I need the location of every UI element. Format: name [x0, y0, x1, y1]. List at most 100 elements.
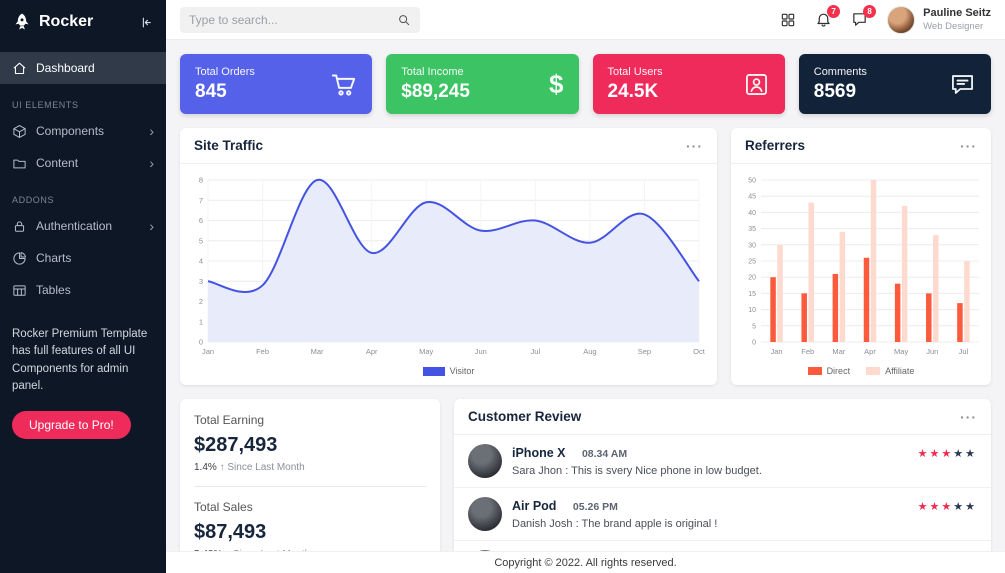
svg-text:35: 35 [748, 226, 756, 233]
search-box [180, 6, 420, 33]
star-rating: ★★★★★ [918, 447, 977, 460]
svg-text:Jan: Jan [771, 347, 783, 356]
svg-text:15: 15 [748, 291, 756, 298]
svg-text:Jun: Jun [926, 347, 938, 356]
main-content: Total Orders 845 Total Income $89,245 $ … [166, 40, 1005, 573]
referrers-chart: 0 5 10 15 20 25 30 35 40 45 50 Jan Feb Mar Apr May Jun Ju… [731, 164, 991, 363]
copyright-text: Copyright © 2022. All rights reserved. [494, 556, 677, 569]
svg-text:8: 8 [199, 176, 203, 185]
svg-text:10: 10 [748, 307, 756, 314]
user-role: Web Designer [923, 20, 984, 32]
stat-card-total-orders: Total Orders 845 [180, 54, 373, 114]
sidebar-collapse-icon[interactable] [139, 15, 154, 30]
referrers-title: Referrers [745, 138, 806, 153]
sidebar-item-label: Components [36, 124, 105, 138]
svg-text:25: 25 [748, 259, 756, 266]
star-icon: ★ [953, 501, 966, 513]
svg-text:1: 1 [199, 317, 203, 326]
review-time: 08.34 AM [581, 448, 628, 460]
more-menu-icon[interactable]: ··· [686, 137, 703, 154]
charts-row: Site Traffic ··· 0 1 2 3 4 5 6 7 8 Jan Feb Mar Apr Ma… [180, 128, 991, 385]
topbar: 7 8 Pauline Seitz Web Designer [166, 0, 1005, 40]
customer-review-card: Customer Review ··· iPhone X 08.34 AM Sa… [454, 399, 991, 573]
svg-text:Apr: Apr [366, 347, 378, 356]
notifications-bell-icon[interactable]: 7 [815, 5, 841, 28]
svg-text:Mar: Mar [832, 347, 845, 356]
folder-icon [12, 156, 27, 171]
search-icon[interactable] [397, 13, 411, 27]
sidebar-item-label: Dashboard [36, 61, 95, 75]
svg-text:7: 7 [199, 196, 203, 205]
star-icon: ★ [953, 448, 966, 460]
user-menu[interactable]: Pauline Seitz Web Designer [887, 5, 991, 34]
user-avatar [887, 5, 916, 34]
sidebar-item-tables[interactable]: Tables [0, 274, 166, 306]
legend-label: Visitor [449, 366, 475, 376]
comment-icon [949, 71, 976, 98]
svg-text:0: 0 [199, 338, 203, 347]
legend-swatch [422, 366, 445, 376]
legend-swatch [807, 367, 822, 375]
more-menu-icon[interactable]: ··· [960, 137, 977, 154]
star-icon: ★ [941, 501, 954, 513]
star-icon: ★ [965, 501, 977, 513]
review-product: Air Pod [512, 499, 557, 513]
star-icon: ★ [917, 448, 930, 460]
star-icon: ★ [941, 448, 954, 460]
star-icon: ★ [929, 501, 942, 513]
review-row: Air Pod 05.26 PM Danish Josh : The brand… [454, 488, 991, 541]
app-title: Rocker [39, 13, 94, 30]
reviewer-avatar [468, 444, 502, 478]
change-percent: 1.4% [194, 462, 217, 473]
sidebar-item-label: Charts [36, 251, 72, 265]
chevron-right-icon: › [149, 218, 154, 234]
svg-text:4: 4 [199, 257, 203, 266]
messages-chat-icon[interactable]: 8 [851, 5, 877, 28]
svg-text:Mar: Mar [311, 347, 324, 356]
svg-text:30: 30 [748, 242, 756, 249]
pie-chart-icon [12, 251, 27, 266]
site-traffic-title: Site Traffic [194, 138, 264, 153]
total-earning-change: 1.4% ↑ Since Last Month [194, 462, 426, 473]
stat-value: 8569 [813, 80, 857, 102]
svg-text:May: May [419, 347, 433, 356]
sidebar-item-components[interactable]: Components › [0, 115, 166, 147]
reviewer-avatar [468, 497, 502, 531]
bar-chart: 0 5 10 15 20 25 30 35 40 45 50 Jan Feb Mar Apr May Jun Ju… [748, 178, 979, 356]
review-text: Danish Josh : The brand apple is origina… [512, 518, 718, 530]
sidebar-item-label: Content [36, 156, 79, 170]
bottom-row: Total Earning $287,493 1.4% ↑ Since Last… [180, 399, 991, 573]
svg-text:50: 50 [748, 178, 756, 185]
sidebar-item-dashboard[interactable]: Dashboard [0, 52, 166, 84]
more-menu-icon[interactable]: ··· [960, 408, 977, 425]
svg-text:20: 20 [748, 275, 756, 282]
total-sales-label: Total Sales [194, 500, 253, 514]
review-product: iPhone X [512, 446, 566, 460]
svg-text:Apr: Apr [864, 347, 876, 356]
svg-text:Jan: Jan [202, 347, 214, 356]
stat-card-comments: Comments 8569 [798, 54, 991, 114]
referrers-card: Referrers ··· 0 5 10 15 20 25 30 35 40 45 50 Jan Feb… [731, 128, 991, 385]
sidebar-item-content[interactable]: Content › [0, 147, 166, 179]
cube-icon [12, 124, 27, 139]
user-badge-icon [743, 71, 770, 98]
dollar-icon: $ [549, 68, 564, 99]
legend-label: Direct [826, 366, 851, 376]
svg-text:0: 0 [752, 340, 756, 347]
sidebar-item-label: Tables [36, 283, 71, 297]
svg-text:5: 5 [199, 236, 203, 245]
search-input[interactable] [189, 12, 397, 27]
upgrade-to-pro-button[interactable]: Upgrade to Pro! [12, 411, 131, 439]
svg-text:Feb: Feb [256, 347, 269, 356]
footer: Copyright © 2022. All rights reserved. [166, 551, 1005, 573]
svg-text:Sep: Sep [638, 347, 651, 356]
stat-value: 845 [195, 80, 227, 102]
stat-label: Total Income [401, 65, 464, 78]
apps-grid-icon[interactable] [780, 12, 796, 28]
sidebar-item-charts[interactable]: Charts [0, 242, 166, 274]
sidebar-item-authentication[interactable]: Authentication › [0, 210, 166, 242]
sidebar-item-label: Authentication [36, 219, 113, 233]
stat-card-total-income: Total Income $89,245 $ [386, 54, 579, 114]
review-row: iPhone X 08.34 AM Sara Jhon : This is sv… [454, 435, 991, 488]
chevron-right-icon: › [149, 155, 154, 171]
